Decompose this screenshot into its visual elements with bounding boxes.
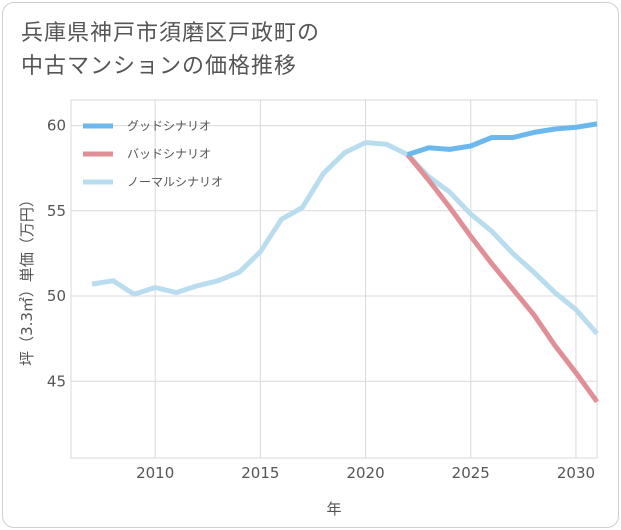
y-tick-label: 50 — [47, 287, 66, 305]
series-line-0 — [406, 121, 598, 157]
x-axis-label: 年 — [326, 500, 341, 518]
x-tick-label: 2015 — [241, 464, 279, 482]
tick-labels: 2010 2015 2020 2025 2030 45 50 55 60 — [47, 117, 595, 482]
x-tick-label: 2020 — [346, 464, 384, 482]
chart-title-line-2: 中古マンションの価格推移 — [21, 54, 298, 79]
x-tick-label: 2025 — [452, 464, 490, 482]
legend-label-2: ノーマルシナリオ — [127, 175, 223, 189]
chart-title: 兵庫県神戸市須磨区戸政町の 中古マンションの価格推移 — [21, 17, 461, 83]
y-tick-label: 60 — [47, 117, 66, 135]
x-tick-label: 2010 — [136, 464, 174, 482]
y-axis-label: 坪（3.3㎡）単価（万円） — [18, 192, 36, 366]
y-tick-label: 45 — [47, 372, 66, 390]
legend-label-0: グッドシナリオ — [127, 119, 211, 133]
grid — [70, 99, 598, 459]
chart-title-line-1: 兵庫県神戸市須磨区戸政町の — [21, 21, 321, 46]
y-tick-label: 55 — [47, 202, 66, 220]
series-line-1 — [405, 153, 600, 404]
legend-label-1: バッドシナリオ — [127, 147, 211, 161]
series-lines — [91, 121, 600, 404]
x-tick-label: 2030 — [557, 464, 595, 482]
series-line-2 — [91, 140, 599, 336]
plot-area — [70, 99, 598, 459]
